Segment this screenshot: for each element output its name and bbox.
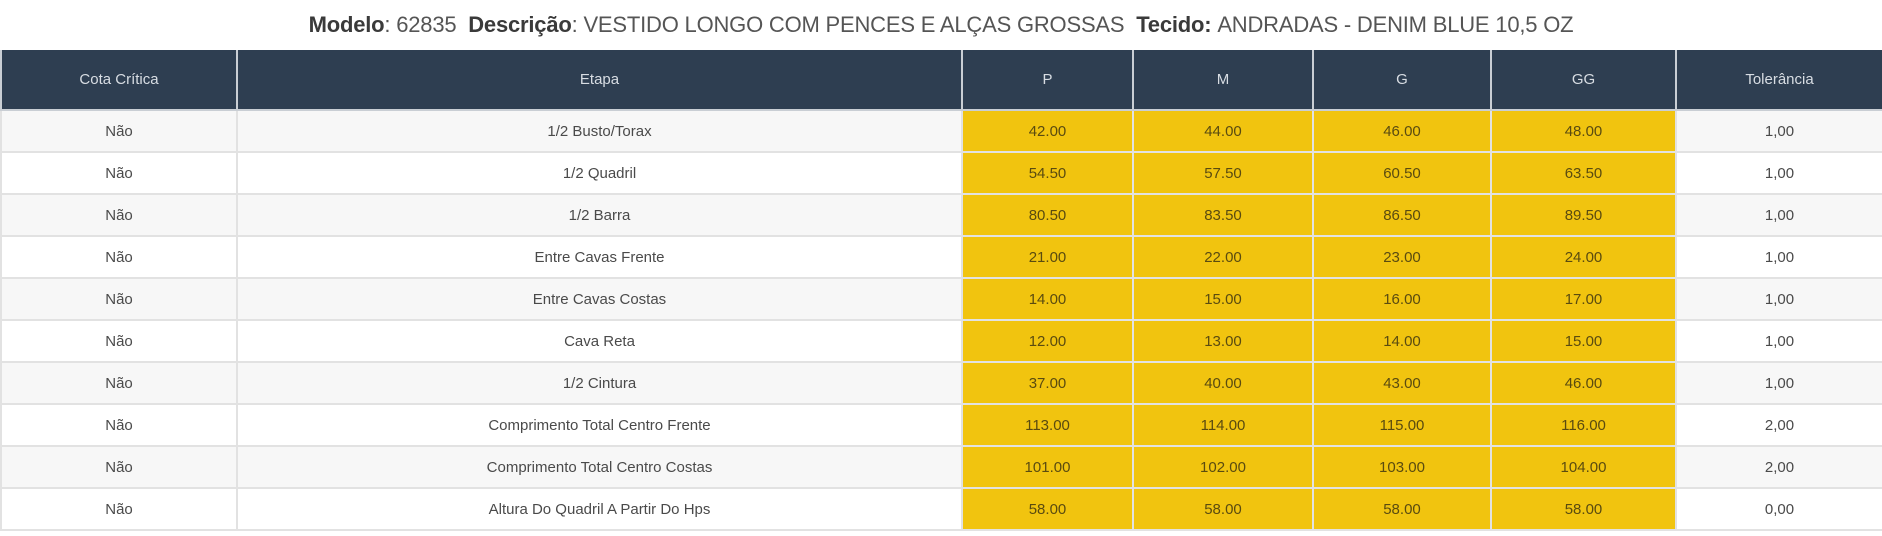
tolerancia-cell: 2,00 bbox=[1675, 403, 1882, 447]
table-row[interactable]: Não 1/2 Busto/Torax 42.00 44.00 46.00 48.00 1,… bbox=[0, 109, 1882, 153]
size-g-cell: 103.00 bbox=[1312, 445, 1492, 489]
cota-critica-cell: Não bbox=[0, 487, 238, 531]
size-p-cell: 113.00 bbox=[961, 403, 1134, 447]
column-header-gg[interactable]: GG bbox=[1490, 50, 1677, 111]
tecido-label: Tecido: bbox=[1136, 12, 1212, 37]
size-p-cell: 54.50 bbox=[961, 151, 1134, 195]
size-p-cell: 80.50 bbox=[961, 193, 1134, 237]
table-row[interactable]: Não 1/2 Quadril 54.50 57.50 60.50 63.50 1,00 bbox=[0, 151, 1882, 195]
cota-critica-cell: Não bbox=[0, 445, 238, 489]
size-m-cell: 114.00 bbox=[1132, 403, 1314, 447]
etapa-cell: Altura Do Quadril A Partir Do Hps bbox=[236, 487, 963, 531]
tolerancia-cell: 1,00 bbox=[1675, 319, 1882, 363]
page-title: Modelo: 62835 Descrição: VESTIDO LONGO C… bbox=[0, 0, 1882, 50]
size-p-cell: 12.00 bbox=[961, 319, 1134, 363]
etapa-cell: Comprimento Total Centro Costas bbox=[236, 445, 963, 489]
tolerancia-cell: 1,00 bbox=[1675, 361, 1882, 405]
descricao-value: VESTIDO LONGO COM PENCES E ALÇAS GROSSAS bbox=[583, 12, 1125, 37]
separator: : bbox=[384, 12, 397, 37]
size-p-cell: 58.00 bbox=[961, 487, 1134, 531]
size-m-cell: 15.00 bbox=[1132, 277, 1314, 321]
column-header-etapa[interactable]: Etapa bbox=[236, 50, 963, 111]
cota-critica-cell: Não bbox=[0, 361, 238, 405]
size-g-cell: 86.50 bbox=[1312, 193, 1492, 237]
size-m-cell: 13.00 bbox=[1132, 319, 1314, 363]
column-header-g[interactable]: G bbox=[1312, 50, 1492, 111]
tolerancia-cell: 1,00 bbox=[1675, 193, 1882, 237]
cota-critica-cell: Não bbox=[0, 277, 238, 321]
size-m-cell: 44.00 bbox=[1132, 109, 1314, 153]
cota-critica-cell: Não bbox=[0, 151, 238, 195]
table-row[interactable]: Não Entre Cavas Costas 14.00 15.00 16.00 17.0… bbox=[0, 277, 1882, 321]
size-g-cell: 23.00 bbox=[1312, 235, 1492, 279]
size-gg-cell: 104.00 bbox=[1490, 445, 1677, 489]
size-p-cell: 101.00 bbox=[961, 445, 1134, 489]
etapa-cell: Entre Cavas Costas bbox=[236, 277, 963, 321]
size-gg-cell: 63.50 bbox=[1490, 151, 1677, 195]
size-p-cell: 21.00 bbox=[961, 235, 1134, 279]
size-p-cell: 37.00 bbox=[961, 361, 1134, 405]
size-gg-cell: 17.00 bbox=[1490, 277, 1677, 321]
measurements-table: Cota Crítica Etapa P M G GG Tolerância N… bbox=[0, 50, 1882, 531]
etapa-cell: 1/2 Busto/Torax bbox=[236, 109, 963, 153]
modelo-label: Modelo bbox=[308, 12, 385, 37]
size-gg-cell: 89.50 bbox=[1490, 193, 1677, 237]
size-gg-cell: 116.00 bbox=[1490, 403, 1677, 447]
size-g-cell: 46.00 bbox=[1312, 109, 1492, 153]
modelo-value: 62835 bbox=[396, 12, 457, 37]
tolerancia-cell: 0,00 bbox=[1675, 487, 1882, 531]
table-row[interactable]: Não Entre Cavas Frente 21.00 22.00 23.00 24.0… bbox=[0, 235, 1882, 279]
column-header-tolerancia[interactable]: Tolerância bbox=[1675, 50, 1882, 111]
size-p-cell: 14.00 bbox=[961, 277, 1134, 321]
table-row[interactable]: Não Cava Reta 12.00 13.00 14.00 15.00 1,00 bbox=[0, 319, 1882, 363]
size-p-cell: 42.00 bbox=[961, 109, 1134, 153]
table-row[interactable]: Não 1/2 Cintura 37.00 40.00 43.00 46.00 1,00 bbox=[0, 361, 1882, 405]
tolerancia-cell: 1,00 bbox=[1675, 151, 1882, 195]
cota-critica-cell: Não bbox=[0, 319, 238, 363]
column-header-p[interactable]: P bbox=[961, 50, 1134, 111]
etapa-cell: 1/2 Barra bbox=[236, 193, 963, 237]
size-gg-cell: 24.00 bbox=[1490, 235, 1677, 279]
table-row[interactable]: Não Comprimento Total Centro Frente 113.00… bbox=[0, 403, 1882, 447]
etapa-cell: Entre Cavas Frente bbox=[236, 235, 963, 279]
size-g-cell: 16.00 bbox=[1312, 277, 1492, 321]
size-m-cell: 102.00 bbox=[1132, 445, 1314, 489]
table-row[interactable]: Não Comprimento Total Centro Costas 101.00… bbox=[0, 445, 1882, 489]
cota-critica-cell: Não bbox=[0, 403, 238, 447]
etapa-cell: 1/2 Quadril bbox=[236, 151, 963, 195]
cota-critica-cell: Não bbox=[0, 235, 238, 279]
tolerancia-cell: 2,00 bbox=[1675, 445, 1882, 489]
cota-critica-cell: Não bbox=[0, 109, 238, 153]
tolerancia-cell: 1,00 bbox=[1675, 109, 1882, 153]
cota-critica-cell: Não bbox=[0, 193, 238, 237]
size-g-cell: 43.00 bbox=[1312, 361, 1492, 405]
size-gg-cell: 58.00 bbox=[1490, 487, 1677, 531]
descricao-label: Descrição bbox=[468, 12, 572, 37]
table-row[interactable]: Não 1/2 Barra 80.50 83.50 86.50 89.50 1,00 bbox=[0, 193, 1882, 237]
size-m-cell: 57.50 bbox=[1132, 151, 1314, 195]
size-g-cell: 14.00 bbox=[1312, 319, 1492, 363]
column-header-cota-critica[interactable]: Cota Crítica bbox=[0, 50, 238, 111]
column-header-m[interactable]: M bbox=[1132, 50, 1314, 111]
etapa-cell: 1/2 Cintura bbox=[236, 361, 963, 405]
etapa-cell: Cava Reta bbox=[236, 319, 963, 363]
table-header-row: Cota Crítica Etapa P M G GG Tolerância bbox=[0, 50, 1882, 111]
tecido-value: ANDRADAS - DENIM BLUE 10,5 OZ bbox=[1217, 12, 1574, 37]
etapa-cell: Comprimento Total Centro Frente bbox=[236, 403, 963, 447]
size-g-cell: 115.00 bbox=[1312, 403, 1492, 447]
size-g-cell: 58.00 bbox=[1312, 487, 1492, 531]
table-row[interactable]: Não Altura Do Quadril A Partir Do Hps 58.0… bbox=[0, 487, 1882, 531]
size-m-cell: 83.50 bbox=[1132, 193, 1314, 237]
tolerancia-cell: 1,00 bbox=[1675, 235, 1882, 279]
size-gg-cell: 15.00 bbox=[1490, 319, 1677, 363]
separator: : bbox=[571, 12, 584, 37]
tolerancia-cell: 1,00 bbox=[1675, 277, 1882, 321]
size-m-cell: 58.00 bbox=[1132, 487, 1314, 531]
size-g-cell: 60.50 bbox=[1312, 151, 1492, 195]
size-gg-cell: 46.00 bbox=[1490, 361, 1677, 405]
size-m-cell: 22.00 bbox=[1132, 235, 1314, 279]
size-m-cell: 40.00 bbox=[1132, 361, 1314, 405]
size-gg-cell: 48.00 bbox=[1490, 109, 1677, 153]
